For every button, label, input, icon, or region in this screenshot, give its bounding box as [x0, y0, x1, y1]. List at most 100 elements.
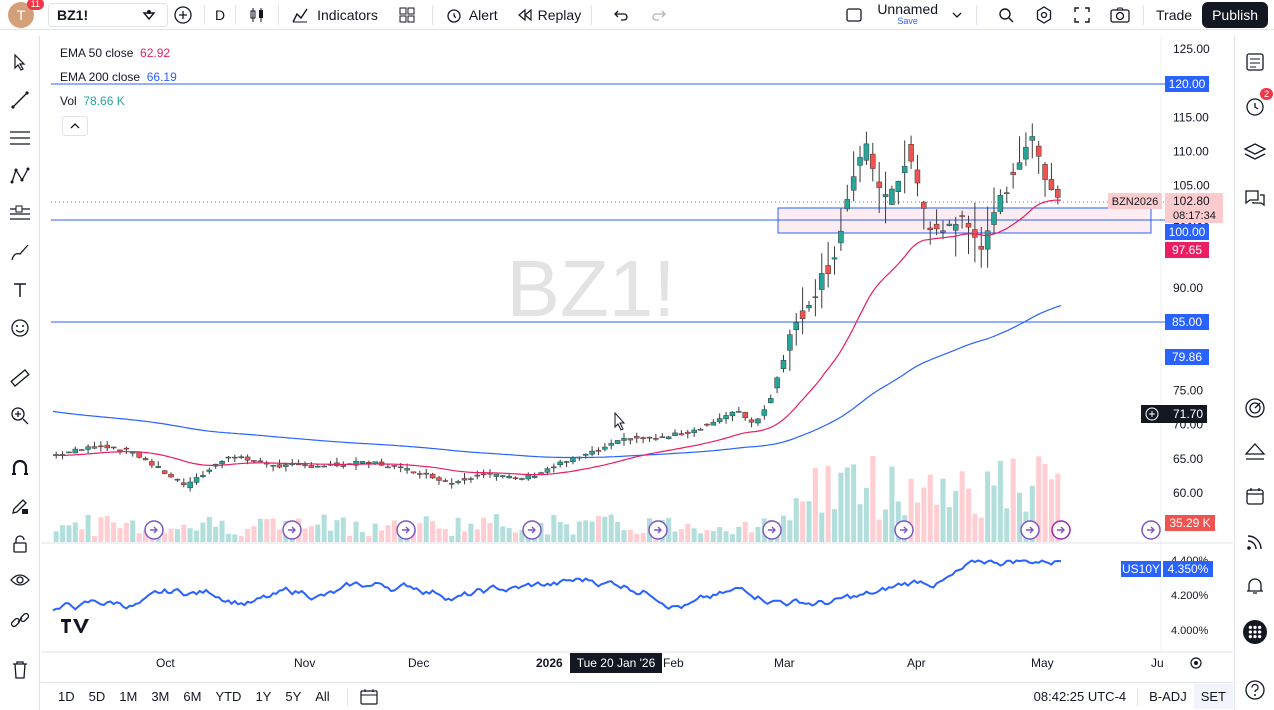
link-icon[interactable]: [8, 608, 32, 632]
time-axis[interactable]: Oct Nov Dec 2026 Feb Mar Apr May Ju: [156, 656, 1164, 670]
indicators-button[interactable]: Indicators: [281, 0, 386, 30]
date-range-calendar-icon[interactable]: [358, 686, 380, 708]
session-toggle[interactable]: SET: [1193, 684, 1233, 709]
clock-timezone[interactable]: 08:42:25 UTC-4: [1033, 689, 1127, 704]
replay-button[interactable]: Replay: [506, 0, 590, 30]
candle-body: [895, 181, 902, 192]
emoji-icon[interactable]: [8, 316, 32, 340]
candle-body: [544, 468, 551, 473]
event-marker-icon[interactable]: [144, 520, 164, 540]
tag-100: 100.00: [1165, 224, 1209, 240]
trade-button[interactable]: Trade: [1156, 6, 1193, 23]
dial-icon[interactable]: [1243, 396, 1267, 420]
templates-grid-icon[interactable]: [396, 4, 418, 26]
volume-bar: [634, 533, 640, 542]
layers-icon[interactable]: [1243, 140, 1267, 164]
event-marker-icon[interactable]: [1141, 520, 1161, 540]
ruler-icon[interactable]: [8, 366, 32, 390]
user-avatar[interactable]: T 11: [8, 0, 44, 28]
range-button-1y[interactable]: 1Y: [255, 689, 272, 704]
price-chart-svg[interactable]: BZ1! 125.00 120.00 115.00 110.00 105.00 100.0…: [41, 36, 1233, 682]
range-button-5y[interactable]: 5Y: [285, 689, 302, 704]
ideas-triangle-icon[interactable]: [1243, 440, 1267, 464]
candle-body: [984, 230, 991, 250]
candle-body: [812, 296, 819, 299]
interval-button[interactable]: D: [215, 6, 226, 23]
range-button-3m[interactable]: 3M: [151, 689, 170, 704]
quick-search-icon[interactable]: [995, 4, 1017, 26]
event-marker-icon[interactable]: [762, 520, 782, 540]
brush-icon[interactable]: [8, 240, 32, 264]
undo-icon[interactable]: [610, 4, 632, 26]
streams-icon[interactable]: [1243, 530, 1267, 554]
camera-snapshot-icon[interactable]: [1109, 4, 1131, 26]
candle-body: [1023, 146, 1029, 160]
event-marker-icon[interactable]: [396, 520, 416, 540]
apps-grid-icon[interactable]: [1243, 620, 1267, 644]
candle-body: [691, 429, 697, 433]
alerts-clock-icon[interactable]: 2: [1243, 88, 1273, 118]
help-icon[interactable]: [1243, 678, 1267, 702]
candle-body: [423, 472, 429, 475]
chevron-down-icon[interactable]: [946, 4, 968, 26]
time-axis-settings-icon[interactable]: [1190, 657, 1202, 669]
calendar-icon[interactable]: [1243, 484, 1267, 508]
price-axis[interactable]: 125.00120.00115.00110.00105.00100.0095.0…: [1173, 42, 1210, 500]
collapse-legend-button[interactable]: [62, 116, 88, 136]
chart-canvas[interactable]: BZ1! 125.00 120.00 115.00 110.00 105.00 100.0…: [41, 36, 1233, 682]
range-button-1m[interactable]: 1M: [119, 689, 138, 704]
pattern-icon[interactable]: [8, 164, 32, 188]
watchlist-icon[interactable]: [1243, 50, 1267, 74]
zoom-in-icon[interactable]: [8, 404, 32, 428]
trash-icon[interactable]: [8, 658, 32, 682]
ema50-legend[interactable]: EMA 50 close 62.92: [60, 46, 171, 60]
volume-legend[interactable]: Vol 78.66 K: [60, 94, 125, 108]
notifications-bell-icon[interactable]: [1243, 574, 1267, 598]
candles-type-icon[interactable]: [246, 4, 268, 26]
volume-bar: [666, 518, 672, 542]
eye-icon[interactable]: [8, 568, 32, 592]
us10y-line[interactable]: [52, 559, 1062, 612]
event-marker-icon[interactable]: [522, 520, 542, 540]
layout-checkbox-icon[interactable]: [843, 4, 865, 26]
fib-retracement-icon[interactable]: [8, 126, 32, 150]
range-button-all[interactable]: All: [315, 689, 330, 704]
candle-body: [940, 230, 946, 233]
settings-gear-icon[interactable]: [1033, 4, 1055, 26]
range-button-6m[interactable]: 6M: [183, 689, 202, 704]
alert-button[interactable]: Alert: [435, 0, 506, 30]
event-marker-icon[interactable]: [1051, 520, 1071, 540]
symbol-search-box[interactable]: BZ1!: [48, 2, 168, 27]
candle-body: [500, 475, 506, 477]
range-button-5d[interactable]: 5D: [88, 689, 106, 704]
forecasting-icon[interactable]: [8, 202, 32, 226]
ema50-line[interactable]: [53, 199, 1062, 476]
volume-bar: [347, 535, 353, 542]
range-button-ytd[interactable]: YTD: [215, 689, 242, 704]
lock-pencil-icon[interactable]: [8, 494, 32, 518]
chat-icon[interactable]: [1243, 186, 1267, 210]
text-tool-icon[interactable]: [8, 278, 32, 302]
cursor-icon[interactable]: [8, 50, 32, 74]
adjustment-toggle[interactable]: B-ADJ: [1149, 689, 1187, 704]
layout-name[interactable]: Unnamed Save: [877, 0, 939, 26]
range-button-1d[interactable]: 1D: [58, 689, 75, 704]
tradingview-logo-icon[interactable]: [61, 619, 89, 633]
event-marker-icon[interactable]: [648, 520, 668, 540]
event-markers[interactable]: [144, 520, 1161, 540]
lock-icon[interactable]: [8, 532, 32, 556]
candle-body: [582, 454, 589, 456]
ema200-line[interactable]: [52, 305, 1062, 459]
symbol-bell-icon[interactable]: [138, 4, 160, 26]
event-marker-icon[interactable]: [282, 520, 302, 540]
event-marker-icon[interactable]: [894, 520, 914, 540]
magnet-icon[interactable]: [8, 456, 32, 480]
event-marker-icon[interactable]: [1020, 520, 1040, 540]
add-symbol-icon[interactable]: [172, 4, 194, 26]
trend-line-icon[interactable]: [8, 88, 32, 112]
ema200-legend[interactable]: EMA 200 close 66.19: [60, 70, 177, 84]
redo-icon[interactable]: [648, 4, 670, 26]
publish-button[interactable]: Publish: [1202, 1, 1268, 28]
fullscreen-icon[interactable]: [1071, 4, 1093, 26]
candle-body: [882, 194, 889, 197]
